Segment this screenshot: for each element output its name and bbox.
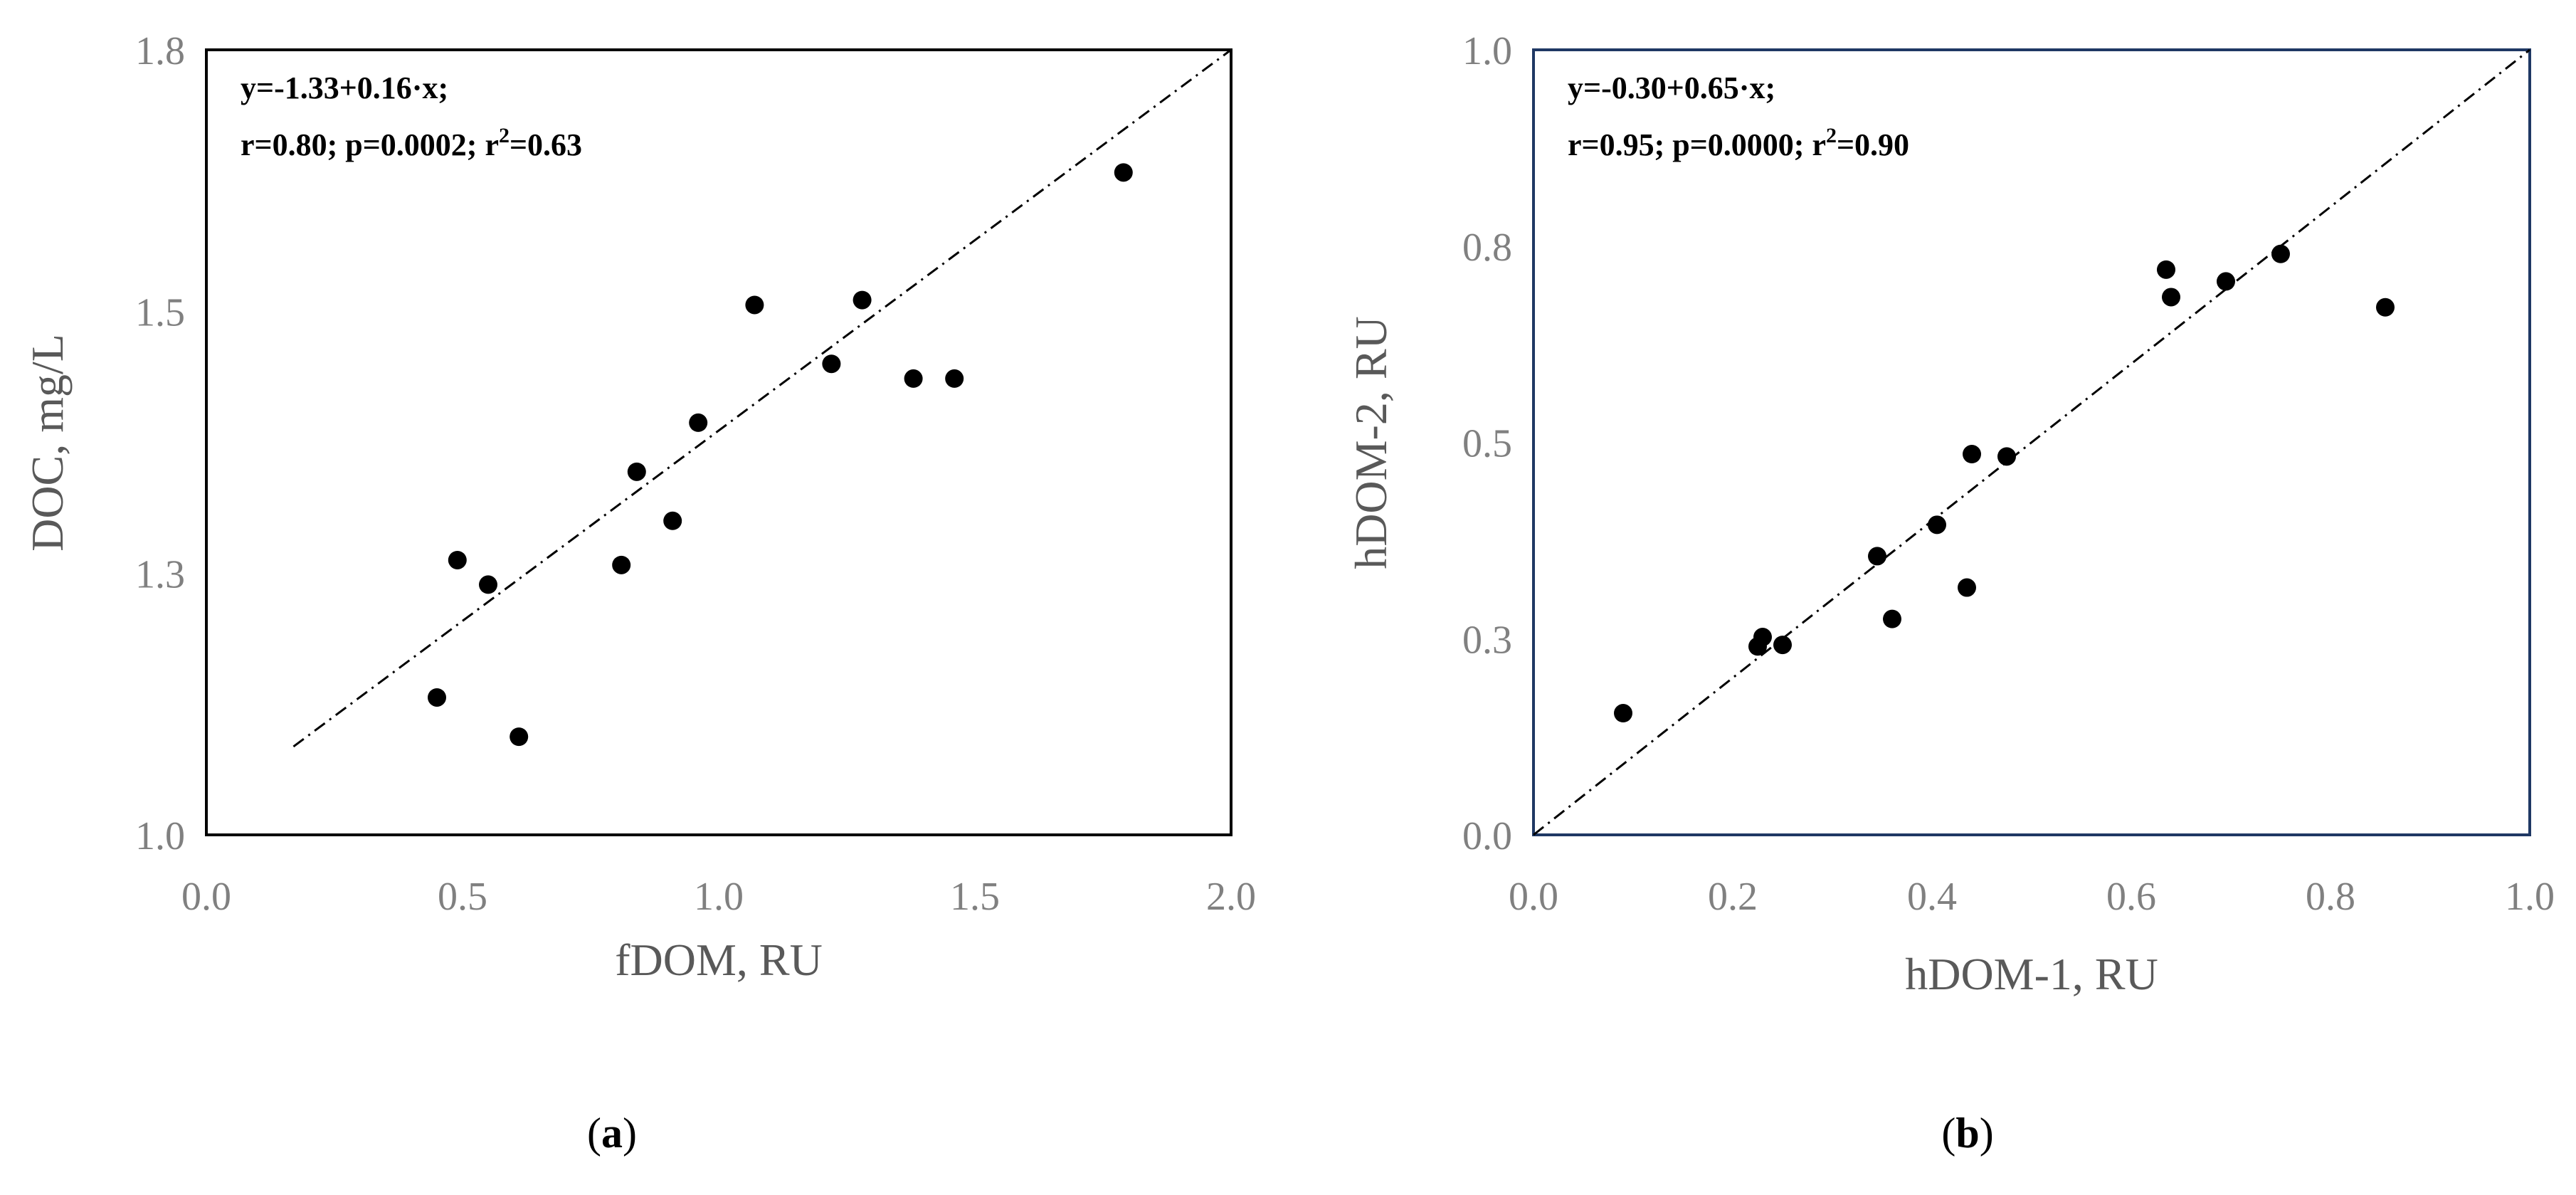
data-point (627, 462, 646, 481)
data-point (1614, 704, 1632, 723)
y-tick-label: 1.5 (135, 291, 185, 335)
x-tick-label: 0.0 (1509, 875, 1558, 919)
data-point (1773, 636, 1792, 655)
data-point (689, 413, 708, 432)
data-point (663, 511, 682, 530)
y-tick-labels-a: 1.0 1.3 1.5 1.8 (135, 29, 185, 858)
data-point (1963, 445, 1981, 464)
data-point (2217, 272, 2235, 291)
data-point (904, 369, 923, 388)
data-point (1753, 628, 1772, 647)
equation-r2-a: =0.63 (510, 127, 582, 162)
x-tick-label: 2.0 (1206, 875, 1256, 919)
x-tick-label: 1.5 (950, 875, 1000, 919)
equation-line-1-a: y=-1.33+0.16·x; (241, 70, 448, 105)
data-point (2271, 244, 2290, 263)
equation-stats-b: r=0.95; p=0.0000; r (1568, 127, 1826, 162)
data-point (1997, 447, 2016, 466)
data-point (852, 290, 872, 310)
y-tick-label: 0.0 (1462, 814, 1512, 858)
y-tick-labels-b: 0.0 0.3 0.5 0.8 1.0 (1462, 29, 1512, 858)
data-point (1868, 547, 1886, 566)
data-point (448, 550, 467, 569)
equation-superscript-b: 2 (1826, 124, 1837, 147)
y-tick-label: 1.8 (135, 29, 185, 73)
data-point (612, 555, 631, 574)
data-point (510, 727, 529, 747)
x-tick-labels-b: 0.0 0.2 0.4 0.6 0.8 1.0 (1509, 875, 2555, 919)
equation-line-1-b: y=-0.30+0.65·x; (1568, 70, 1775, 105)
data-point (479, 575, 497, 594)
data-point (1958, 578, 1976, 597)
y-tick-label: 1.0 (135, 814, 185, 858)
data-point (822, 354, 841, 374)
data-point (428, 688, 446, 707)
x-tick-labels-a: 0.0 0.5 1.0 1.5 2.0 (181, 875, 1256, 919)
data-point (1928, 515, 1946, 535)
data-point (1883, 609, 1901, 628)
data-point (945, 369, 964, 388)
panel-label-b: (b) (1941, 1110, 1993, 1157)
x-tick-label: 0.4 (1907, 875, 1957, 919)
x-tick-label: 0.0 (181, 875, 231, 919)
equation-r2-b: =0.90 (1837, 127, 1909, 162)
x-axis-title-b: hDOM-1, RU (1905, 949, 2158, 999)
data-points-b (1614, 244, 2395, 723)
plot-frame-a (205, 48, 1232, 836)
data-point (2162, 288, 2180, 307)
data-point (2157, 260, 2175, 279)
y-tick-label: 0.3 (1462, 618, 1512, 662)
y-axis-title-b: hDOM-2, RU (1346, 316, 1396, 569)
x-tick-label: 0.6 (2106, 875, 2156, 919)
y-tick-label: 1.3 (135, 552, 185, 596)
panel-label-a: (a) (587, 1110, 637, 1157)
equation-line-2-a: r=0.80; p=0.0002; r2=0.63 (241, 124, 582, 162)
data-point (1114, 163, 1133, 182)
equation-superscript-a: 2 (499, 124, 510, 147)
x-tick-label: 0.8 (2306, 875, 2355, 919)
x-tick-label: 1.0 (2505, 875, 2555, 919)
y-axis-title-a: DOC, mg/L (22, 334, 73, 552)
equation-line-2-b: r=0.95; p=0.0000; r2=0.90 (1568, 124, 1909, 162)
chart-panel-b: 0.0 0.2 0.4 0.6 0.8 1.0 0.0 0.3 0.5 0.8 1.0 hDOM-… (1346, 29, 2555, 1157)
x-tick-label: 0.2 (1708, 875, 1758, 919)
equation-stats-a: r=0.80; p=0.0002; r (241, 127, 499, 162)
y-tick-label: 0.8 (1462, 226, 1512, 270)
data-points-a (428, 163, 1133, 747)
data-point (2376, 298, 2395, 317)
regression-line-a (292, 48, 1232, 748)
regression-line-b (1533, 48, 2530, 836)
y-tick-label: 0.5 (1462, 422, 1512, 466)
x-tick-label: 0.5 (438, 875, 487, 919)
x-axis-title-a: fDOM, RU (615, 935, 823, 985)
chart-panel-a: 0.0 0.5 1.0 1.5 2.0 1.0 1.3 1.5 1.8 fDOM, RU DO… (22, 29, 1256, 1157)
x-tick-label: 1.0 (694, 875, 744, 919)
data-point (745, 295, 764, 315)
y-tick-label: 1.0 (1462, 29, 1512, 73)
